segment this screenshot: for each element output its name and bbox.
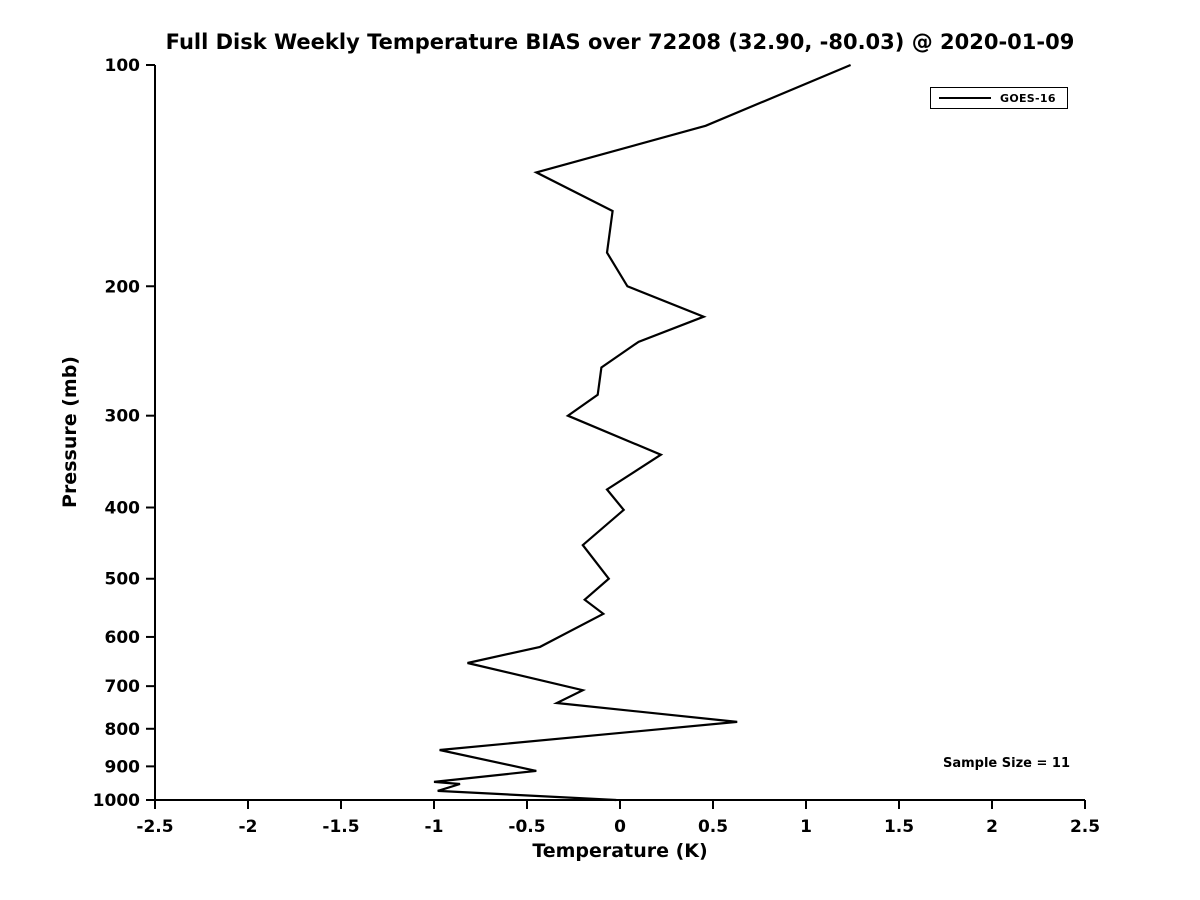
- y-axis-label: Pressure (mb): [59, 356, 81, 508]
- x-tick-label: 1.5: [884, 817, 914, 837]
- x-tick-label: 0.5: [698, 817, 728, 837]
- x-tick-label: 0: [614, 817, 626, 837]
- y-tick-label: 200: [105, 277, 141, 297]
- series-line-goes-16: [433, 63, 852, 802]
- x-axis-label: Temperature (K): [532, 840, 708, 862]
- y-tick-label: 800: [105, 720, 141, 740]
- y-tick-label: 100: [105, 56, 141, 76]
- x-tick-label: -2.5: [136, 817, 173, 837]
- x-tick-label: 2: [986, 817, 998, 837]
- chart-title: Full Disk Weekly Temperature BIAS over 7…: [165, 30, 1075, 54]
- x-tick-label: -0.5: [508, 817, 545, 837]
- y-tick-label: 900: [105, 757, 141, 777]
- x-tick-label: -2: [239, 817, 258, 837]
- y-tick-label: 700: [105, 677, 141, 697]
- legend: GOES-16: [930, 87, 1068, 109]
- y-tick-label: 400: [105, 499, 141, 519]
- x-tick-label: -1.5: [322, 817, 359, 837]
- sample-size-annotation: Sample Size = 11: [942, 756, 1070, 771]
- legend-line-sample: [939, 97, 991, 99]
- x-tick-label: 2.5: [1070, 817, 1100, 837]
- x-tick-label: 1: [800, 817, 812, 837]
- y-tick-label: 500: [105, 570, 141, 590]
- x-tick-label: -1: [425, 817, 444, 837]
- y-tick-label: 300: [105, 407, 141, 427]
- legend-label: GOES-16: [1000, 91, 1056, 105]
- y-tick-label: 600: [105, 628, 141, 648]
- y-tick-label: 1000: [93, 791, 140, 811]
